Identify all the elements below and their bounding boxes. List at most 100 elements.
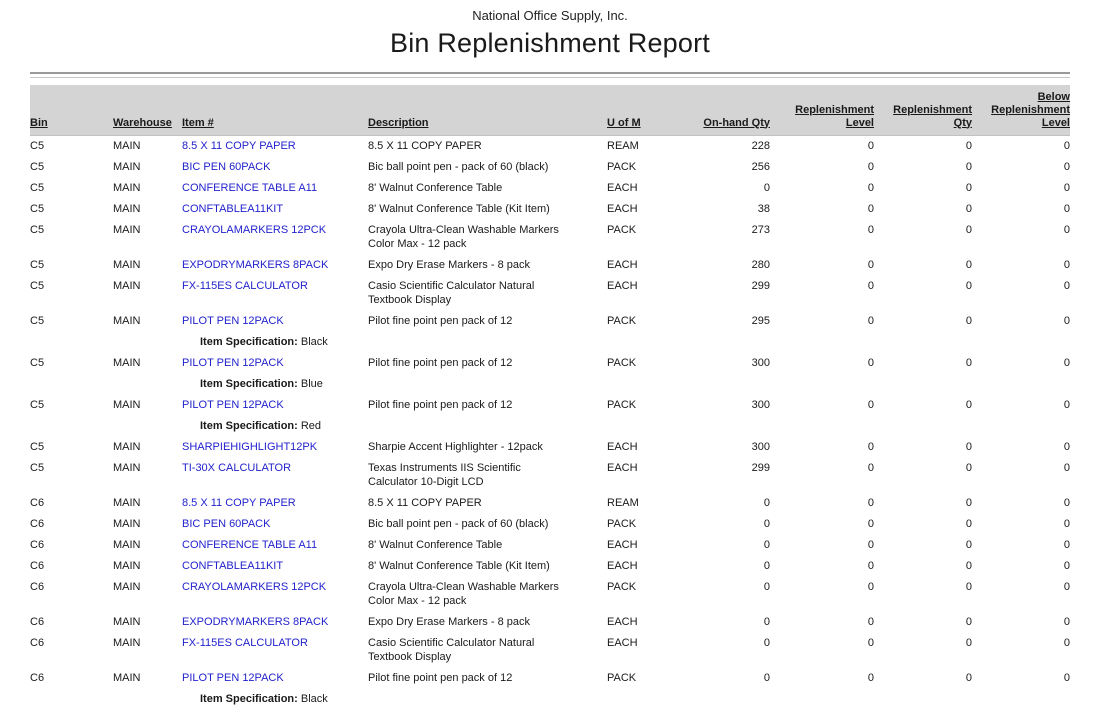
below_repl_level-cell: 0 <box>972 493 1070 514</box>
repl_level-value: 0 <box>867 356 874 369</box>
below_repl_level-cell: 0 <box>972 612 1070 633</box>
item-link[interactable]: TI-30X CALCULATOR <box>182 461 292 474</box>
uom-value: EACH <box>607 615 638 628</box>
uom-cell: EACH <box>607 255 660 276</box>
description-cell: Casio Scientific Calculator Natural Textb… <box>368 276 607 311</box>
bin-value: C6 <box>30 636 45 649</box>
bin-cell: C5 <box>30 220 113 255</box>
description-cell: Bic ball point pen - pack of 60 (black) <box>368 514 607 535</box>
item-link[interactable]: FX-115ES CALCULATOR <box>182 636 308 649</box>
bin-cell: C6 <box>30 556 113 577</box>
onhand-cell: 0 <box>660 493 770 514</box>
item-link[interactable]: CONFERENCE TABLE A11 <box>182 181 318 194</box>
item-link[interactable]: CRAYOLAMARKERS 12PCK <box>182 223 327 236</box>
item-cell: PILOT PEN 12PACK <box>182 353 368 374</box>
item-link[interactable]: EXPODRYMARKERS 8PACK <box>182 615 329 628</box>
column-header-line: Item # <box>182 116 214 129</box>
table-row: C6 MAIN PILOT PEN 12PACK Pilot fine point p… <box>30 668 1070 689</box>
below_repl_level-cell: 0 <box>972 514 1070 535</box>
onhand-cell: 300 <box>660 395 770 416</box>
onhand-cell: 299 <box>660 276 770 311</box>
item-link[interactable]: CONFTABLEA11KIT <box>182 202 284 215</box>
description-cell: Crayola Ultra-Clean Washable Markers Colo… <box>368 577 607 612</box>
repl_qty-cell: 0 <box>874 220 972 255</box>
table-header-row: Bin Warehouse Item # Description U of M On-ha… <box>30 85 1070 136</box>
below_repl_level-value: 0 <box>1063 314 1070 327</box>
table-row: C5 MAIN TI-30X CALCULATOR Texas Instruments… <box>30 458 1070 493</box>
onhand-value: 299 <box>751 461 770 474</box>
item-cell: EXPODRYMARKERS 8PACK <box>182 612 368 633</box>
item-link[interactable]: BIC PEN 60PACK <box>182 517 271 530</box>
warehouse-value: MAIN <box>113 314 141 327</box>
description-cell: Texas Instruments IIS Scientific Calculat… <box>368 458 607 493</box>
bin-cell: C5 <box>30 458 113 493</box>
below_repl_level-cell: 0 <box>972 220 1070 255</box>
item-cell: EXPODRYMARKERS 8PACK <box>182 255 368 276</box>
description-cell: Pilot fine point pen pack of 12 <box>368 395 607 416</box>
bin-cell: C6 <box>30 668 113 689</box>
repl_qty-cell: 0 <box>874 199 972 220</box>
repl_level-value: 0 <box>867 636 874 649</box>
repl_qty-cell: 0 <box>874 135 972 157</box>
item-link[interactable]: CONFERENCE TABLE A11 <box>182 538 318 551</box>
item-link[interactable]: PILOT PEN 12PACK <box>182 314 284 327</box>
item-link[interactable]: FX-115ES CALCULATOR <box>182 279 308 292</box>
below_repl_level-value: 0 <box>1063 440 1070 453</box>
item-link[interactable]: 8.5 X 11 COPY PAPER <box>182 139 296 152</box>
uom-value: EACH <box>607 202 638 215</box>
column-header-line: Bin <box>30 116 48 129</box>
column-header-line: Replenishment <box>795 103 874 116</box>
repl_qty-cell: 0 <box>874 633 972 668</box>
repl_qty-value: 0 <box>965 223 972 236</box>
repl_level-cell: 0 <box>770 535 874 556</box>
below_repl_level-cell: 0 <box>972 668 1070 689</box>
item-link[interactable]: CRAYOLAMARKERS 12PCK <box>182 580 327 593</box>
repl_qty-value: 0 <box>965 517 972 530</box>
item-spec-value: Red <box>300 419 322 432</box>
column-header-description: Description <box>368 85 607 136</box>
repl_qty-cell: 0 <box>874 514 972 535</box>
bin-cell: C5 <box>30 353 113 374</box>
repl_level-cell: 0 <box>770 255 874 276</box>
item-link[interactable]: PILOT PEN 12PACK <box>182 398 284 411</box>
uom-cell: PACK <box>607 577 660 612</box>
repl_level-value: 0 <box>867 461 874 474</box>
below_repl_level-cell: 0 <box>972 199 1070 220</box>
item-spec-value: Blue <box>300 377 323 390</box>
item-link[interactable]: CONFTABLEA11KIT <box>182 559 284 572</box>
item-link[interactable]: 8.5 X 11 COPY PAPER <box>182 496 296 509</box>
uom-cell: EACH <box>607 458 660 493</box>
column-header-onhand: On-hand Qty <box>660 85 770 136</box>
uom-value: EACH <box>607 181 638 194</box>
item-cell: PILOT PEN 12PACK <box>182 395 368 416</box>
table-row: C5 MAIN PILOT PEN 12PACK Pilot fine point p… <box>30 311 1070 332</box>
table-row: C6 MAIN CONFTABLEA11KIT 8' Walnut Conferenc… <box>30 556 1070 577</box>
column-header-line: Warehouse <box>113 116 172 129</box>
description-cell: Bic ball point pen - pack of 60 (black) <box>368 157 607 178</box>
column-header-line: Description <box>368 116 429 129</box>
onhand-value: 0 <box>763 538 770 551</box>
column-header-line: Qty <box>953 116 972 129</box>
item-link[interactable]: EXPODRYMARKERS 8PACK <box>182 258 329 271</box>
uom-value: PACK <box>607 517 637 530</box>
item-link[interactable]: BIC PEN 60PACK <box>182 160 271 173</box>
uom-value: EACH <box>607 461 638 474</box>
bin-cell: C5 <box>30 178 113 199</box>
item-spec-label: Item Specification: <box>200 377 298 390</box>
item-link[interactable]: PILOT PEN 12PACK <box>182 671 284 684</box>
item-spec-value: Black <box>300 335 328 348</box>
warehouse-value: MAIN <box>113 496 141 509</box>
below_repl_level-value: 0 <box>1063 202 1070 215</box>
below_repl_level-value: 0 <box>1063 496 1070 509</box>
uom-cell: EACH <box>607 199 660 220</box>
repl_level-value: 0 <box>867 671 874 684</box>
repl_qty-cell: 0 <box>874 493 972 514</box>
uom-value: PACK <box>607 398 637 411</box>
item-cell: 8.5 X 11 COPY PAPER <box>182 493 368 514</box>
item-link[interactable]: SHARPIEHIGHLIGHT12PK <box>182 440 318 453</box>
column-header-repl_qty: Replenishment Qty <box>874 85 972 136</box>
item-link[interactable]: PILOT PEN 12PACK <box>182 356 284 369</box>
column-header-below_repl_level: Below Replenishment Level <box>972 85 1070 136</box>
bin-value: C6 <box>30 671 45 684</box>
repl_qty-value: 0 <box>965 202 972 215</box>
